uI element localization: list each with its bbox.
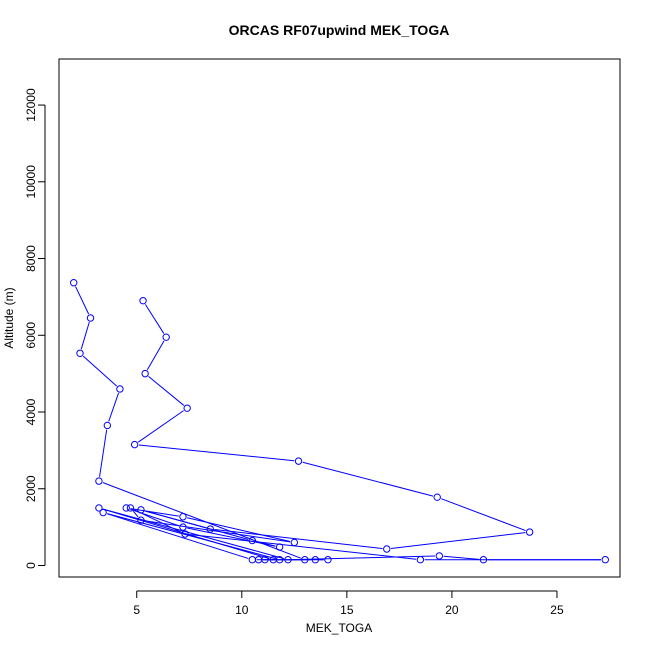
series-segment xyxy=(144,510,249,540)
series-segment xyxy=(130,508,179,517)
x-tick-label: 20 xyxy=(445,603,459,617)
data-point xyxy=(137,506,145,514)
data-point xyxy=(275,543,284,551)
series-segment xyxy=(107,513,276,560)
data-point xyxy=(141,369,149,378)
x-axis: 5 10 15 20 25 xyxy=(133,590,564,617)
data-point xyxy=(324,556,332,564)
series-segment xyxy=(137,410,184,443)
y-tick-label: 0 xyxy=(24,562,38,569)
data-point xyxy=(294,457,303,465)
data-point xyxy=(206,525,214,533)
y-tick-label: 8000 xyxy=(24,245,38,272)
data-point xyxy=(248,556,257,564)
series-segment xyxy=(441,498,526,532)
series-segment xyxy=(390,532,526,549)
series-segment xyxy=(148,375,185,406)
y-tick-label: 12000 xyxy=(24,88,38,122)
data-point xyxy=(311,556,320,564)
data-point xyxy=(525,528,534,536)
series-segment xyxy=(443,555,480,560)
data-point xyxy=(261,556,269,564)
data-point xyxy=(416,556,425,564)
data-point xyxy=(284,556,292,564)
data-point xyxy=(103,421,112,430)
series-segment xyxy=(108,392,119,422)
data-point xyxy=(137,516,145,524)
series-segment xyxy=(145,520,291,543)
data-point xyxy=(435,552,444,560)
data-point xyxy=(383,545,391,553)
data-point xyxy=(183,404,191,412)
data-point xyxy=(179,523,187,531)
series-segment xyxy=(80,321,90,350)
data-series xyxy=(70,278,609,564)
data-point xyxy=(116,385,124,393)
series-segment xyxy=(138,444,295,462)
y-tick-label: 2000 xyxy=(24,475,38,502)
data-point xyxy=(95,504,103,512)
series-segment xyxy=(146,340,165,371)
series-segment xyxy=(75,286,90,315)
series-segment xyxy=(99,429,108,477)
plot-frame xyxy=(58,58,621,578)
x-axis-label: MEK_TOGA xyxy=(306,621,372,635)
data-point xyxy=(181,530,189,538)
data-point xyxy=(99,508,107,517)
series-segment xyxy=(102,508,270,559)
data-point xyxy=(139,297,147,305)
series-segment xyxy=(107,513,249,559)
y-axis-label: Altitude (m) xyxy=(2,287,16,348)
series-segment xyxy=(82,355,118,387)
x-tick-label: 25 xyxy=(550,603,564,617)
chart-title: ORCAS RF07upwind MEK_TOGA xyxy=(229,22,450,38)
data-point xyxy=(86,314,95,322)
data-point xyxy=(95,477,103,485)
data-point xyxy=(130,440,139,449)
data-point xyxy=(179,513,187,521)
y-tick-label: 10000 xyxy=(24,165,38,199)
x-tick-label: 10 xyxy=(235,603,249,617)
series-segment xyxy=(132,510,139,518)
data-point xyxy=(70,278,78,287)
data-point xyxy=(479,556,488,564)
series-segment xyxy=(302,461,434,497)
series-segment xyxy=(102,482,301,559)
data-point xyxy=(275,556,284,564)
x-tick-label: 5 xyxy=(133,603,140,617)
y-axis: 0 2000 4000 6000 8000 10000 12000 xyxy=(24,88,46,569)
series-segment xyxy=(214,529,383,550)
data-point xyxy=(601,556,609,564)
series-segment xyxy=(144,304,165,334)
data-point xyxy=(301,556,309,564)
series-segment xyxy=(102,508,285,560)
x-tick-label: 15 xyxy=(340,603,354,617)
data-point xyxy=(290,538,299,547)
y-tick-label: 6000 xyxy=(24,322,38,349)
data-point xyxy=(433,493,441,501)
data-point xyxy=(122,504,130,512)
data-point xyxy=(248,536,257,545)
series-segment xyxy=(292,555,436,561)
data-point xyxy=(162,333,170,341)
y-tick-label: 4000 xyxy=(24,398,38,425)
data-point xyxy=(76,349,84,358)
series-segment xyxy=(189,533,417,560)
data-point xyxy=(126,504,135,512)
